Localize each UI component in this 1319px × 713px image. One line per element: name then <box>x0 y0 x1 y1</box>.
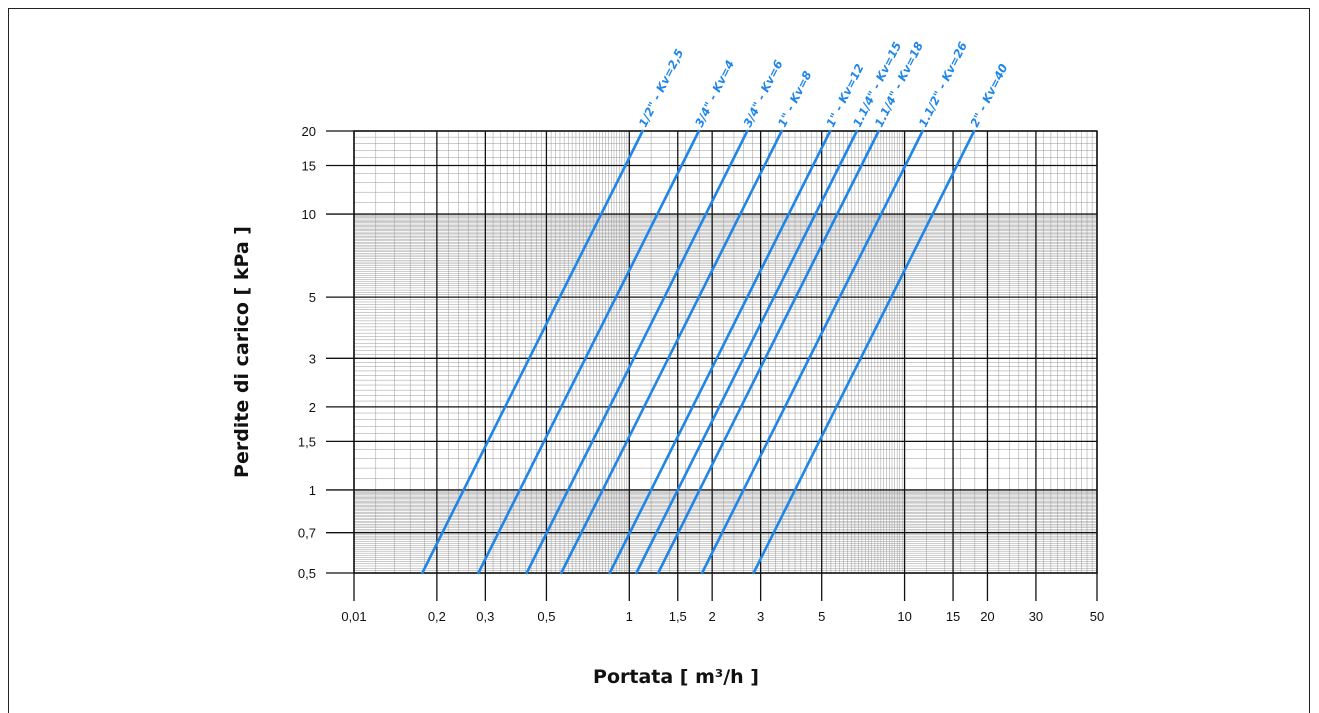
x-tick-label: 0,01 <box>341 609 366 624</box>
y-tick-label: 1 <box>309 483 316 498</box>
x-tick-label: 1,5 <box>669 609 687 624</box>
x-tick-label: 10 <box>897 609 911 624</box>
x-tick-label: 1 <box>626 609 633 624</box>
y-tick-label: 0,5 <box>298 566 316 581</box>
x-tick-label: 0,3 <box>476 609 494 624</box>
y-tick-label: 15 <box>302 158 316 173</box>
y-tick-label: 3 <box>309 351 316 366</box>
y-tick-label: 5 <box>309 290 316 305</box>
y-tick-label: 0,7 <box>298 526 316 541</box>
y-tick-label: 2 <box>309 400 316 415</box>
x-tick-label: 3 <box>757 609 764 624</box>
series-lines <box>420 129 976 575</box>
y-tick-label: 1,5 <box>298 434 316 449</box>
series-line <box>477 129 701 575</box>
x-tick-label: 20 <box>980 609 994 624</box>
series-line <box>656 129 880 575</box>
series-label: 2" - Kv=40 <box>967 62 1010 130</box>
series-line <box>608 129 832 575</box>
series-line <box>752 129 976 575</box>
y-tick-labels: 0,5 0,7 1 1,5 2 3 5 10 15 20 <box>298 124 316 581</box>
series-line <box>525 129 749 575</box>
x-tick-label: 0,5 <box>537 609 555 624</box>
series-line <box>700 129 924 575</box>
series-line <box>420 129 644 575</box>
y-axis-title: Perdite di carico [ kPa ] <box>231 226 253 478</box>
x-axis-title: Portata [ m³/h ] <box>593 666 759 688</box>
series-label: 1" - Kv=8 <box>775 69 815 130</box>
series-label: 3/4" - Kv=4 <box>692 58 737 130</box>
y-tick-label: 20 <box>302 124 316 139</box>
x-tick-label: 50 <box>1090 609 1104 624</box>
x-tick-label: 0,2 <box>428 609 446 624</box>
minor-grid <box>353 130 1098 574</box>
x-tick-label: 15 <box>946 609 960 624</box>
x-tick-label: 2 <box>709 609 716 624</box>
plot-border <box>353 130 1098 574</box>
x-tick-label: 5 <box>818 609 825 624</box>
y-tick-label: 10 <box>302 207 316 222</box>
series-line <box>559 129 784 575</box>
x-tick-label: 30 <box>1029 609 1043 624</box>
series-label: 1.1/2" - Kv=26 <box>916 40 970 130</box>
series-line <box>635 129 859 575</box>
x-tick-labels: 0,01 0,2 0,3 0,5 1 1,5 2 3 5 10 15 20 30 50 <box>341 609 1104 624</box>
chart-frame <box>8 8 1310 713</box>
series-labels: 1/2" - Kv=2,5 3/4" - Kv=4 3/4" - Kv=61" - … <box>636 40 1011 130</box>
series-label: 1/2" - Kv=2,5 <box>636 47 687 130</box>
